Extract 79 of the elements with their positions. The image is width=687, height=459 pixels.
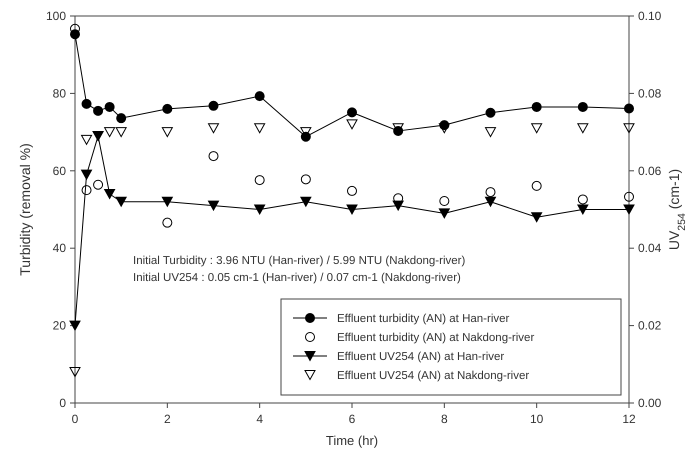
y2-tick-label: 0.10 [638,9,662,23]
point [254,123,266,134]
point [532,180,542,191]
point [81,134,92,145]
point [624,204,634,214]
point [254,91,265,102]
x-axis-title: Time (hr) [326,433,378,448]
point [82,98,92,109]
point [300,174,311,184]
point [624,123,634,134]
point [70,320,80,331]
point [346,119,358,130]
point [346,204,358,214]
point [392,200,404,211]
point [531,212,542,222]
y-tick-label: 60 [52,164,66,178]
annotation: Initial UV254 : 0.05 cm-1 (Han-river) / 0.07 cm-1 (Nakdong-river) [133,272,462,284]
point [162,127,173,138]
point [578,194,588,204]
legend-label: Effluent turbidity (AN) at Nakdong-river [337,332,534,344]
point [208,100,218,111]
point [82,185,92,196]
point [300,196,312,207]
x-tick-label: 2 [164,412,171,426]
point [439,196,450,206]
y-tick-label: 100 [46,9,66,23]
x-tick-label: 0 [72,412,79,426]
point [70,367,80,378]
point [104,189,116,200]
point [347,186,357,196]
point [208,200,219,211]
legend-label: Effluent UV254 (AN) at Nakdong-river [337,370,530,382]
annotation: Initial Turbidity : 3.96 NTU (Han-river) / 5.99 NTU (Nakdong-river) [133,255,466,267]
point [438,208,450,218]
y2-tick-label: 0.04 [638,241,662,256]
point [254,175,265,186]
point [578,102,588,112]
point [485,196,496,207]
x-tick-label: 8 [440,412,448,426]
point [577,204,588,214]
x-tick-label: 10 [530,412,544,426]
point [577,123,588,134]
point [254,204,266,214]
point [208,123,219,134]
point [104,127,116,138]
y2-tick-label: 0.08 [638,86,662,100]
point [93,180,104,190]
x-tick-label: 12 [622,412,636,426]
point [485,127,496,138]
y-tick-label: 40 [52,241,66,256]
y-tick-label: 20 [52,318,66,333]
point [116,196,127,207]
y2-tick-label: 0.00 [638,396,662,410]
legend-label: Effluent UV254 (AN) at Han-river [337,351,504,363]
y-tick-label: 0 [59,396,66,410]
point [438,123,450,134]
y2-tick-label: 0.06 [638,164,662,178]
point [116,113,126,124]
point [486,187,496,198]
point [532,102,542,112]
x-tick-label: 4 [256,412,264,426]
point [162,218,172,228]
point [116,127,127,138]
point [104,102,115,112]
y-axis-title: Turbidity (removal %) [17,143,33,276]
point [624,192,634,202]
point [162,196,173,207]
point [208,151,218,162]
point [624,103,634,114]
y-tick-label: 80 [52,86,66,100]
y2-tick-label: 0.02 [638,318,662,333]
point [93,106,104,116]
point [81,170,92,180]
point [162,104,172,114]
x-tick-label: 6 [348,412,356,426]
legend-label: Effluent turbidity (AN) at Han-river [337,313,510,325]
point [486,108,496,118]
point [531,123,542,134]
point [347,107,357,118]
